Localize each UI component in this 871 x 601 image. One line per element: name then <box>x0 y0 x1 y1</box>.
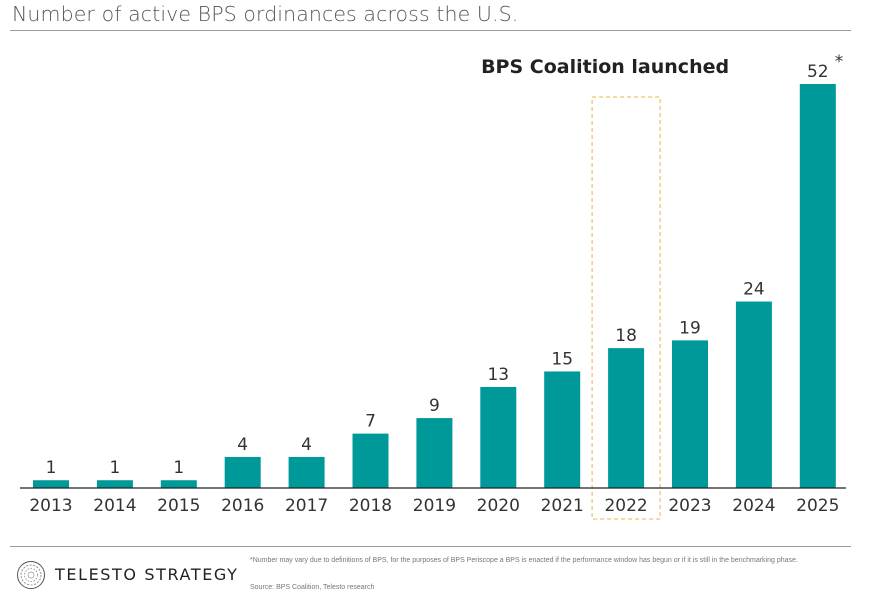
x-tick-2025: 2025 <box>796 496 839 516</box>
bar-2015 <box>160 480 197 488</box>
telesto-logo-icon <box>17 561 45 589</box>
x-tick-2020: 2020 <box>477 496 520 516</box>
data-label-2021: 15 <box>551 349 573 369</box>
x-tick-2015: 2015 <box>157 496 200 516</box>
bar-2014 <box>96 480 133 488</box>
chart-title: Number of active BPS ordinances across t… <box>12 2 519 26</box>
bar-2021 <box>544 371 581 488</box>
bar-2024 <box>735 301 772 488</box>
data-label-2024: 24 <box>743 280 765 300</box>
x-tick-2019: 2019 <box>413 496 456 516</box>
bar-2016 <box>224 456 261 488</box>
asterisk-mark: * <box>835 52 844 72</box>
data-label-2025: 52 <box>807 62 829 82</box>
x-tick-2021: 2021 <box>541 496 584 516</box>
title-divider <box>10 30 851 31</box>
annotation-label: BPS Coalition launched <box>481 56 729 78</box>
bar-2022 <box>608 348 645 488</box>
data-label-2020: 13 <box>487 365 509 385</box>
source-note: Source: BPS Coalition, Telesto research <box>250 584 375 591</box>
bar-2020 <box>480 387 517 488</box>
brand-name: TELESTO STRATEGY <box>55 565 239 584</box>
bar-2018 <box>352 433 389 488</box>
data-label-2023: 19 <box>679 318 701 338</box>
x-tick-2023: 2023 <box>668 496 711 516</box>
bar-2017 <box>288 456 325 488</box>
data-label-2022: 18 <box>615 326 637 346</box>
x-tick-2014: 2014 <box>93 496 136 516</box>
data-label-2018: 7 <box>365 412 376 432</box>
x-tick-2016: 2016 <box>221 496 264 516</box>
bar-chart: BPS Coalition launched 1 2013 1 2014 1 2015 4 20… <box>20 52 846 520</box>
bar-2019 <box>416 418 453 488</box>
data-label-2019: 9 <box>429 396 440 416</box>
x-tick-2022: 2022 <box>604 496 647 516</box>
bar-2025 <box>799 84 836 488</box>
x-tick-2017: 2017 <box>285 496 328 516</box>
bar-2023 <box>672 340 708 488</box>
data-label-2015: 1 <box>173 458 184 478</box>
data-label-2013: 1 <box>46 458 57 478</box>
data-label-2017: 4 <box>301 435 312 455</box>
data-label-2014: 1 <box>109 458 120 478</box>
x-tick-2013: 2013 <box>29 496 72 516</box>
x-tick-2018: 2018 <box>349 496 392 516</box>
footer-divider <box>10 546 851 547</box>
x-tick-2024: 2024 <box>732 496 775 516</box>
footnote: *Number may vary due to definitions of B… <box>250 557 798 564</box>
bar-2013 <box>33 480 69 488</box>
data-label-2016: 4 <box>237 435 248 455</box>
